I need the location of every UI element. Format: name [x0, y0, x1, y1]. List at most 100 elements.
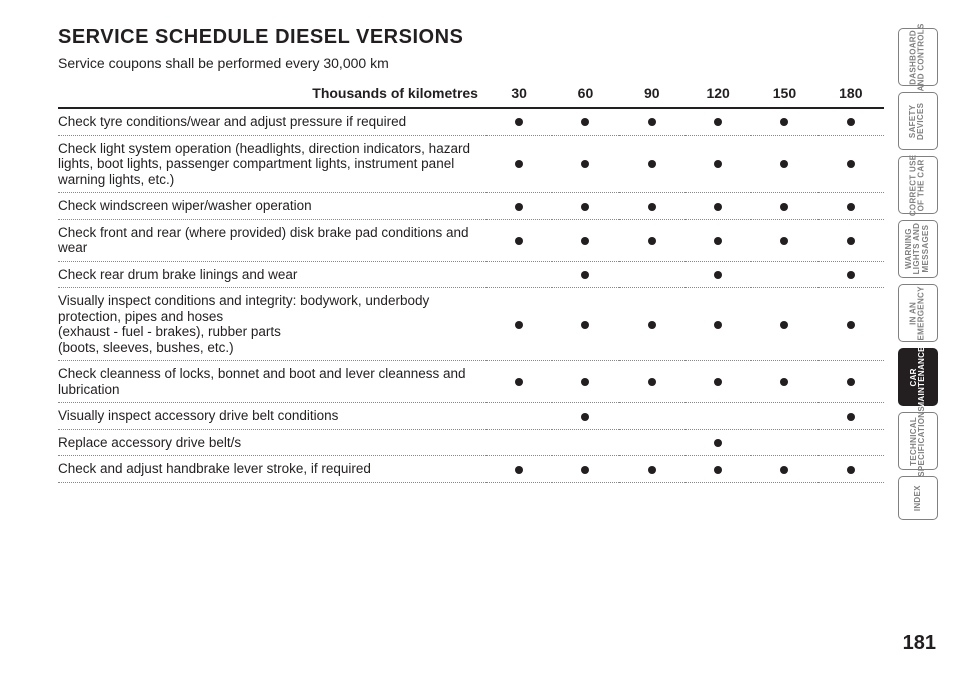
service-mark-cell — [751, 108, 817, 135]
page-title: SERVICE SCHEDULE DIESEL VERSIONS — [58, 26, 884, 49]
service-mark-cell — [552, 108, 618, 135]
bullet-icon — [847, 271, 855, 279]
bullet-icon — [648, 378, 656, 386]
service-interval-note: Service coupons shall be performed every… — [58, 55, 884, 71]
service-item-label: Visually inspect conditions and integrit… — [58, 288, 486, 361]
bullet-icon — [847, 321, 855, 329]
service-mark-cell — [486, 135, 552, 193]
service-mark-cell — [486, 193, 552, 220]
side-tab-label: SAFETYDEVICES — [910, 102, 927, 139]
table-row: Check front and rear (where provided) di… — [58, 219, 884, 261]
service-mark-cell — [619, 135, 685, 193]
bullet-icon — [515, 237, 523, 245]
bullet-icon — [714, 118, 722, 126]
bullet-icon — [648, 203, 656, 211]
table-header-row: Thousands of kilometres 30 60 90 120 150… — [58, 81, 884, 108]
bullet-icon — [714, 439, 722, 447]
bullet-icon — [847, 378, 855, 386]
bullet-icon — [581, 466, 589, 474]
side-tab[interactable]: WARNINGLIGHTS ANDMESSAGES — [898, 220, 938, 278]
service-mark-cell — [751, 429, 817, 456]
service-mark-cell — [818, 135, 884, 193]
side-tab[interactable]: TECHNICALSPECIFICATIONS — [898, 412, 938, 470]
service-mark-cell — [818, 403, 884, 430]
side-tab[interactable]: CARMAINTENANCE — [898, 348, 938, 406]
service-mark-cell — [751, 456, 817, 483]
service-mark-cell — [552, 193, 618, 220]
bullet-icon — [581, 237, 589, 245]
side-tab[interactable]: DASHBOARDAND CONTROLS — [898, 28, 938, 86]
table-row: Check windscreen wiper/washer operation — [58, 193, 884, 220]
bullet-icon — [714, 271, 722, 279]
side-tab[interactable]: INDEX — [898, 476, 938, 520]
bullet-icon — [581, 160, 589, 168]
bullet-icon — [581, 203, 589, 211]
bullet-icon — [714, 237, 722, 245]
bullet-icon — [780, 321, 788, 329]
bullet-icon — [515, 378, 523, 386]
page-number: 181 — [903, 632, 936, 655]
service-mark-cell — [486, 261, 552, 288]
service-mark-cell — [552, 135, 618, 193]
service-mark-cell — [751, 135, 817, 193]
service-mark-cell — [552, 361, 618, 403]
bullet-icon — [714, 378, 722, 386]
bullet-icon — [847, 237, 855, 245]
service-mark-cell — [818, 429, 884, 456]
km-header-label: Thousands of kilometres — [58, 81, 486, 108]
bullet-icon — [847, 466, 855, 474]
service-mark-cell — [486, 108, 552, 135]
bullet-icon — [780, 466, 788, 474]
service-mark-cell — [818, 361, 884, 403]
service-mark-cell — [751, 261, 817, 288]
km-col-180: 180 — [818, 81, 884, 108]
service-mark-cell — [619, 193, 685, 220]
side-tab[interactable]: CORRECT USEOF THE CAR — [898, 156, 938, 214]
service-mark-cell — [486, 456, 552, 483]
service-mark-cell — [685, 288, 751, 361]
bullet-icon — [581, 118, 589, 126]
km-col-60: 60 — [552, 81, 618, 108]
bullet-icon — [780, 203, 788, 211]
service-item-label: Replace accessory drive belt/s — [58, 429, 486, 456]
bullet-icon — [780, 378, 788, 386]
side-tab-label: IN ANEMERGENCY — [910, 286, 927, 340]
bullet-icon — [847, 203, 855, 211]
table-row: Visually inspect accessory drive belt co… — [58, 403, 884, 430]
side-tab-label: WARNINGLIGHTS ANDMESSAGES — [905, 223, 930, 275]
service-mark-cell — [486, 219, 552, 261]
service-mark-cell — [685, 135, 751, 193]
side-tab[interactable]: SAFETYDEVICES — [898, 92, 938, 150]
side-tab-label: CORRECT USEOF THE CAR — [910, 154, 927, 216]
side-tab[interactable]: IN ANEMERGENCY — [898, 284, 938, 342]
service-mark-cell — [818, 219, 884, 261]
bullet-icon — [648, 466, 656, 474]
table-row: Check tyre conditions/wear and adjust pr… — [58, 108, 884, 135]
service-mark-cell — [685, 361, 751, 403]
bullet-icon — [648, 118, 656, 126]
service-mark-cell — [552, 219, 618, 261]
service-item-label: Check light system operation (headlights… — [58, 135, 486, 193]
bullet-icon — [515, 160, 523, 168]
table-row: Check and adjust handbrake lever stroke,… — [58, 456, 884, 483]
service-mark-cell — [486, 288, 552, 361]
service-mark-cell — [486, 361, 552, 403]
bullet-icon — [581, 321, 589, 329]
service-mark-cell — [751, 288, 817, 361]
table-row: Check rear drum brake linings and wear — [58, 261, 884, 288]
bullet-icon — [780, 160, 788, 168]
service-mark-cell — [685, 108, 751, 135]
bullet-icon — [847, 118, 855, 126]
service-mark-cell — [685, 219, 751, 261]
service-mark-cell — [552, 429, 618, 456]
service-mark-cell — [751, 193, 817, 220]
service-mark-cell — [619, 403, 685, 430]
service-item-label: Check and adjust handbrake lever stroke,… — [58, 456, 486, 483]
bullet-icon — [714, 203, 722, 211]
table-row: Check light system operation (headlights… — [58, 135, 884, 193]
bullet-icon — [714, 321, 722, 329]
service-mark-cell — [552, 288, 618, 361]
table-row: Replace accessory drive belt/s — [58, 429, 884, 456]
service-mark-cell — [818, 288, 884, 361]
service-mark-cell — [818, 193, 884, 220]
